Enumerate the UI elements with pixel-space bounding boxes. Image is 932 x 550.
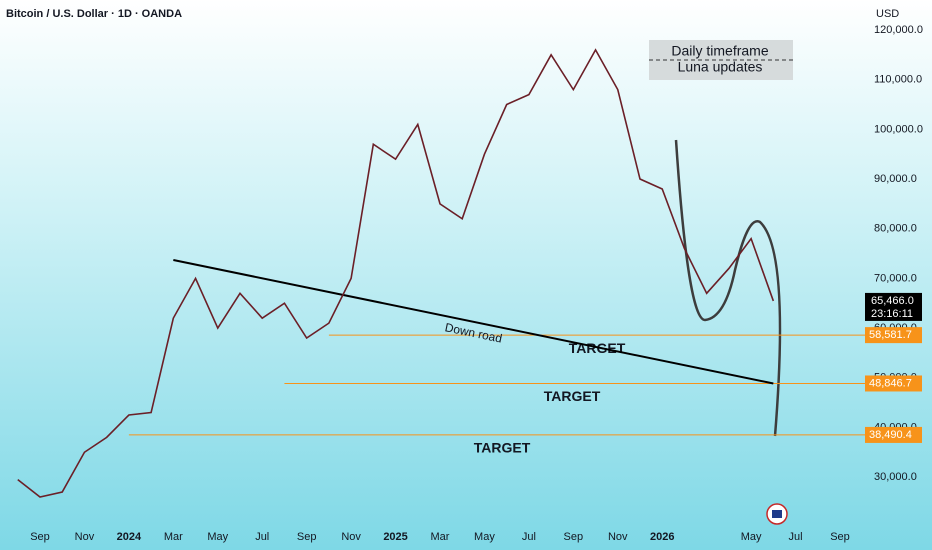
x-tick-label: 2025	[383, 531, 407, 543]
annotation-text: Daily timeframe	[671, 43, 768, 59]
x-tick-label: Mar	[431, 531, 450, 543]
price-line	[17, 48, 775, 498]
x-tick-label: May	[474, 531, 495, 543]
x-tick-label: Nov	[608, 531, 628, 543]
x-tick-label: Jul	[255, 531, 269, 543]
y-tick-label: 70,000.0	[874, 272, 917, 284]
flag-icon	[766, 503, 788, 525]
price-tag	[865, 327, 922, 344]
x-tick-label: May	[207, 531, 228, 543]
target-label: TARGET	[474, 440, 531, 456]
price-tag	[865, 426, 922, 443]
x-tick-label: 2026	[650, 531, 674, 543]
currency-label: USD	[876, 8, 899, 20]
x-tick-label: Sep	[30, 531, 50, 543]
y-tick-label: 30,000.0	[874, 471, 917, 483]
x-tick-label: Jul	[522, 531, 536, 543]
x-tick-label: Mar	[164, 531, 183, 543]
trendline	[173, 259, 774, 385]
price-tag	[865, 375, 922, 392]
price-tag-label: 38,490.4	[869, 429, 912, 441]
x-tick-label: May	[741, 531, 762, 543]
last-price-tag	[865, 292, 922, 321]
y-tick-label: 90,000.0	[874, 173, 917, 185]
chart-title: Bitcoin / U.S. Dollar · 1D · OANDA	[6, 8, 182, 20]
last-price-label: 65,466.0	[871, 295, 914, 307]
target-label: TARGET	[544, 388, 601, 404]
price-tag-label: 58,581.7	[869, 329, 912, 341]
y-tick-label: 80,000.0	[874, 223, 917, 235]
y-tick-label: 100,000.0	[874, 123, 923, 135]
annotation-text: Luna updates	[678, 59, 763, 75]
countdown-label: 23:16:11	[871, 308, 913, 320]
y-tick-label: 110,000.0	[874, 74, 922, 86]
price-tag-label: 48,846.7	[869, 377, 912, 389]
x-tick-label: Sep	[830, 531, 850, 543]
x-tick-label: Sep	[297, 531, 317, 543]
projection-sketch	[674, 139, 782, 437]
x-tick-label: Nov	[341, 531, 361, 543]
x-tick-label: Jul	[789, 531, 803, 543]
x-tick-label: 2024	[117, 531, 142, 543]
x-tick-label: Sep	[564, 531, 584, 543]
x-tick-label: Nov	[75, 531, 95, 543]
y-tick-label: 120,000.0	[874, 24, 923, 36]
